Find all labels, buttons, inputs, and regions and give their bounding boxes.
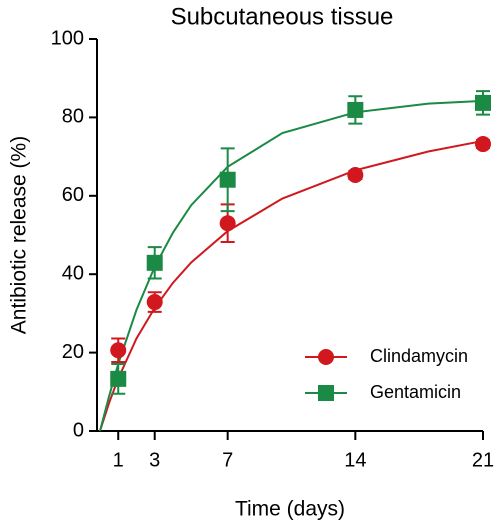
legend-label: Gentamicin [370, 382, 461, 402]
x-axis-label: Time (days) [235, 498, 345, 521]
data-point [219, 215, 236, 232]
data-point [347, 167, 364, 184]
y-tick-label: 60 [62, 184, 84, 206]
data-point [475, 94, 491, 111]
data-point [110, 342, 127, 359]
x-tick-label: 3 [149, 449, 160, 471]
data-point [146, 294, 163, 311]
data-point [347, 101, 364, 118]
fit-curve [99, 99, 484, 432]
legend-marker [318, 385, 334, 401]
legend-label: Clindamycin [370, 346, 468, 366]
y-tick-label: 80 [62, 106, 84, 128]
y-tick-label: 0 [73, 419, 84, 441]
data-point [110, 370, 127, 387]
y-tick-label: 100 [51, 27, 84, 49]
y-tick-label: 40 [62, 262, 84, 284]
data-point [475, 136, 491, 153]
data-point [219, 171, 236, 188]
legend-marker [318, 349, 334, 365]
x-tick-label: 7 [222, 449, 233, 471]
y-axis-label: Antibiotic release (%) [8, 136, 31, 334]
y-tick-label: 20 [62, 341, 84, 363]
x-tick-label: 14 [344, 449, 366, 471]
data-point [146, 254, 163, 271]
chart-title: Subcutaneous tissue [171, 3, 394, 30]
x-tick-label: 1 [113, 449, 124, 471]
x-tick-label: 21 [472, 449, 494, 471]
